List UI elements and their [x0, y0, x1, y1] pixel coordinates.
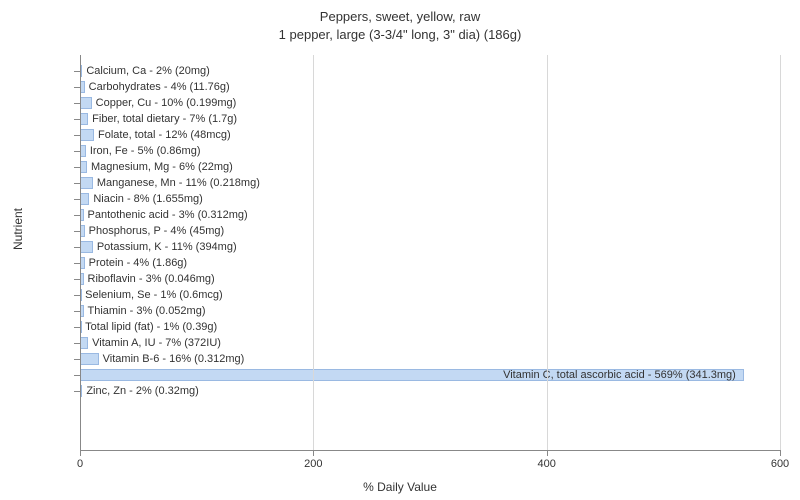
x-tick-label: 200 — [304, 458, 322, 470]
bar-row: Potassium, K - 11% (394mg) — [80, 239, 780, 255]
bars-layer: Calcium, Ca - 2% (20mg)Carbohydrates - 4… — [80, 55, 780, 450]
nutrient-bar — [80, 241, 93, 253]
x-axis-line — [80, 450, 780, 451]
bar-row: Vitamin A, IU - 7% (372IU) — [80, 335, 780, 351]
bar-row: Vitamin C, total ascorbic acid - 569% (3… — [80, 367, 780, 383]
nutrient-bar-label: Copper, Cu - 10% (0.199mg) — [92, 95, 237, 111]
nutrient-bar-label: Riboflavin - 3% (0.046mg) — [84, 271, 215, 287]
nutrient-bar-label: Niacin - 8% (1.655mg) — [89, 191, 202, 207]
bar-row: Protein - 4% (1.86g) — [80, 255, 780, 271]
x-tick-label: 600 — [771, 458, 789, 470]
nutrient-bar-label: Zinc, Zn - 2% (0.32mg) — [82, 383, 198, 399]
nutrient-bar-label: Vitamin C, total ascorbic acid - 569% (3… — [503, 367, 740, 383]
y-axis-label: Nutrient — [11, 208, 25, 250]
y-axis-line — [80, 55, 81, 450]
bar-row: Copper, Cu - 10% (0.199mg) — [80, 95, 780, 111]
nutrient-bar-label: Fiber, total dietary - 7% (1.7g) — [88, 111, 237, 127]
gridline — [780, 55, 781, 450]
bar-row: Magnesium, Mg - 6% (22mg) — [80, 159, 780, 175]
x-tick-label: 0 — [77, 458, 83, 470]
nutrient-bar-label: Magnesium, Mg - 6% (22mg) — [87, 159, 233, 175]
bar-row: Fiber, total dietary - 7% (1.7g) — [80, 111, 780, 127]
nutrient-bar — [80, 161, 87, 173]
bar-row: Selenium, Se - 1% (0.6mcg) — [80, 287, 780, 303]
nutrient-bar-label: Phosphorus, P - 4% (45mg) — [85, 223, 225, 239]
nutrient-bar-label: Carbohydrates - 4% (11.76g) — [85, 79, 230, 95]
nutrient-bar-label: Protein - 4% (1.86g) — [85, 255, 187, 271]
x-tick — [547, 450, 548, 456]
nutrient-bar-label: Calcium, Ca - 2% (20mg) — [82, 63, 209, 79]
nutrient-bar-label: Total lipid (fat) - 1% (0.39g) — [81, 319, 217, 335]
nutrient-bar — [80, 113, 88, 125]
x-axis-label: % Daily Value — [0, 480, 800, 494]
gridline — [313, 55, 314, 450]
bar-row: Carbohydrates - 4% (11.76g) — [80, 79, 780, 95]
bar-row: Zinc, Zn - 2% (0.32mg) — [80, 383, 780, 399]
bar-row: Phosphorus, P - 4% (45mg) — [80, 223, 780, 239]
bar-row: Iron, Fe - 5% (0.86mg) — [80, 143, 780, 159]
x-tick — [80, 450, 81, 456]
bar-row: Thiamin - 3% (0.052mg) — [80, 303, 780, 319]
nutrient-bar-label: Iron, Fe - 5% (0.86mg) — [86, 143, 201, 159]
nutrient-bar-label: Thiamin - 3% (0.052mg) — [84, 303, 206, 319]
x-tick — [313, 450, 314, 456]
nutrient-bar-label: Vitamin A, IU - 7% (372IU) — [88, 335, 221, 351]
nutrient-bar — [80, 129, 94, 141]
nutrient-bar — [80, 353, 99, 365]
bar-row: Manganese, Mn - 11% (0.218mg) — [80, 175, 780, 191]
bar-row: Total lipid (fat) - 1% (0.39g) — [80, 319, 780, 335]
nutrient-bar — [80, 97, 92, 109]
bar-row: Folate, total - 12% (48mcg) — [80, 127, 780, 143]
bar-row: Calcium, Ca - 2% (20mg) — [80, 63, 780, 79]
nutrient-chart: Peppers, sweet, yellow, raw 1 pepper, la… — [0, 0, 800, 500]
bar-row: Riboflavin - 3% (0.046mg) — [80, 271, 780, 287]
x-tick — [780, 450, 781, 456]
bar-row: Vitamin B-6 - 16% (0.312mg) — [80, 351, 780, 367]
nutrient-bar-label: Vitamin B-6 - 16% (0.312mg) — [99, 351, 245, 367]
chart-title-line1: Peppers, sweet, yellow, raw — [0, 8, 800, 26]
nutrient-bar — [80, 337, 88, 349]
nutrient-bar-label: Manganese, Mn - 11% (0.218mg) — [93, 175, 260, 191]
x-tick-label: 400 — [537, 458, 555, 470]
nutrient-bar-label: Folate, total - 12% (48mcg) — [94, 127, 231, 143]
chart-title: Peppers, sweet, yellow, raw 1 pepper, la… — [0, 8, 800, 43]
gridline — [547, 55, 548, 450]
plot-area: Calcium, Ca - 2% (20mg)Carbohydrates - 4… — [80, 55, 780, 450]
bar-row: Niacin - 8% (1.655mg) — [80, 191, 780, 207]
nutrient-bar-label: Selenium, Se - 1% (0.6mcg) — [81, 287, 223, 303]
nutrient-bar-label: Pantothenic acid - 3% (0.312mg) — [84, 207, 248, 223]
bar-row: Pantothenic acid - 3% (0.312mg) — [80, 207, 780, 223]
nutrient-bar — [80, 193, 89, 205]
nutrient-bar-label: Potassium, K - 11% (394mg) — [93, 239, 237, 255]
chart-title-line2: 1 pepper, large (3-3/4" long, 3" dia) (1… — [0, 26, 800, 44]
nutrient-bar — [80, 177, 93, 189]
